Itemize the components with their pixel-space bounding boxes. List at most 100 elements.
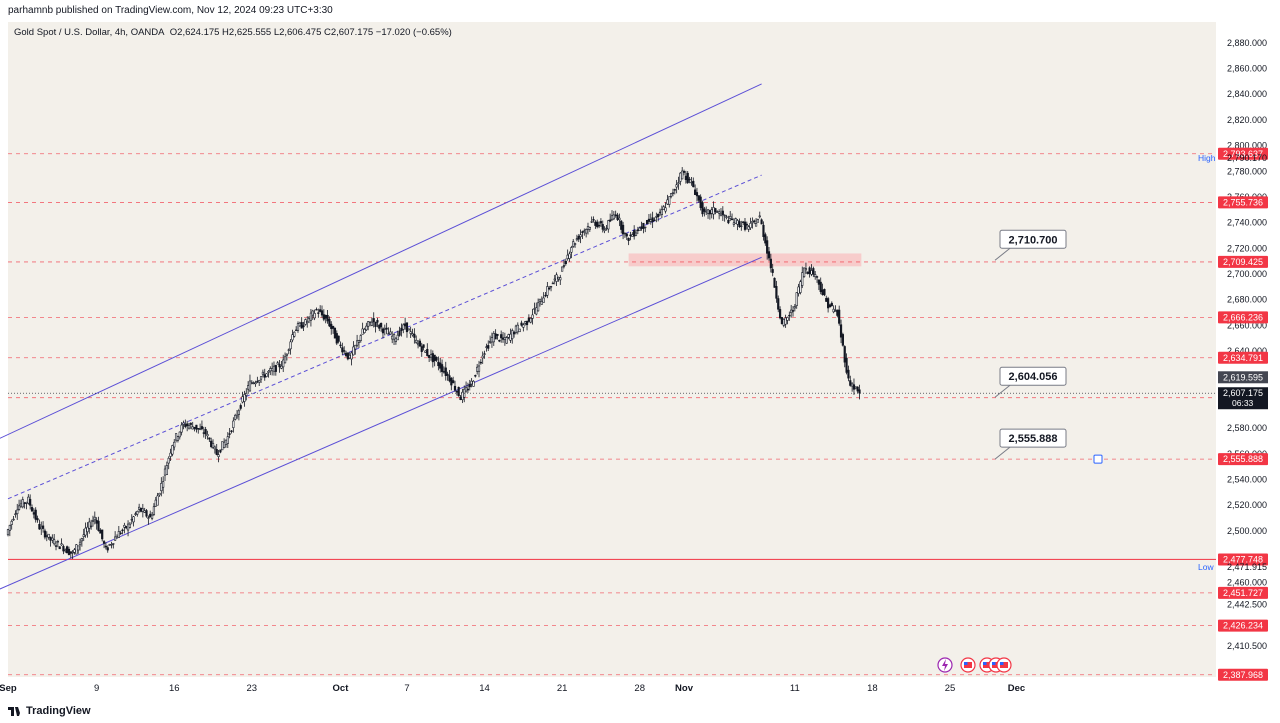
flag-icon-canton xyxy=(992,662,996,665)
candle-body xyxy=(404,323,407,327)
candle-body xyxy=(559,277,562,281)
chart-frame[interactable]: 2,880.000 2,860.000 2,840.000 2,820.000 2,80… xyxy=(0,22,1280,700)
candle-body xyxy=(583,230,586,233)
candle-body xyxy=(729,215,732,219)
candle-body xyxy=(823,289,826,296)
candle-body xyxy=(487,345,490,349)
candle-body xyxy=(402,324,405,330)
candle-body xyxy=(442,371,446,373)
candlestick-chart[interactable]: 2,880.000 2,860.000 2,840.000 2,820.000 2,80… xyxy=(0,22,1280,700)
candle-body xyxy=(817,279,820,285)
low-tag: Low xyxy=(1198,562,1214,572)
candle-body xyxy=(56,541,59,543)
candle-body xyxy=(269,368,272,372)
high-tag: High xyxy=(1198,153,1216,163)
candle-body xyxy=(849,380,852,386)
candle-body xyxy=(821,289,824,295)
candle-body xyxy=(631,234,634,237)
candle-body xyxy=(555,274,558,282)
candle-body xyxy=(690,181,693,184)
candle-body xyxy=(184,424,187,427)
candle-body xyxy=(564,260,567,265)
candle-body xyxy=(568,253,571,259)
candle-body xyxy=(115,536,119,539)
candle-body xyxy=(795,292,798,306)
level-label-bg xyxy=(1218,553,1268,566)
plot-area[interactable] xyxy=(8,22,1216,677)
candle-body xyxy=(747,226,750,230)
callout-label: 2,710.700 xyxy=(1009,234,1058,246)
y-tick-label: 2,500.000 xyxy=(1227,526,1267,536)
candle-body xyxy=(448,375,451,382)
candle-body xyxy=(516,324,519,333)
candle-body xyxy=(429,354,433,358)
candle-body xyxy=(365,325,368,331)
candle-body xyxy=(791,310,795,312)
anchor-handle xyxy=(1093,454,1103,464)
candle-body xyxy=(331,325,335,329)
candle-body xyxy=(230,430,233,432)
candle-body xyxy=(851,383,854,387)
candle-body xyxy=(710,209,713,214)
candle-body xyxy=(91,520,95,522)
y-tick-label: 2,700.000 xyxy=(1227,269,1267,279)
candle-body xyxy=(378,324,381,329)
countdown-label: 06:33 xyxy=(1232,398,1254,408)
candle-body xyxy=(86,526,89,533)
candle-body xyxy=(143,510,146,513)
candle-body xyxy=(511,330,514,339)
candle-body xyxy=(154,499,157,507)
candle-body xyxy=(847,369,850,379)
time-axis[interactable] xyxy=(8,677,1216,700)
candle-body xyxy=(367,321,370,327)
candle-body xyxy=(41,525,45,529)
candle-body xyxy=(306,321,309,324)
tradingview-logo[interactable]: TradingView xyxy=(8,705,91,717)
candle-body xyxy=(215,449,218,455)
candle-body xyxy=(819,281,822,293)
candle-body xyxy=(457,386,460,397)
candle-body xyxy=(119,532,122,535)
lightning-icon[interactable] xyxy=(937,657,953,673)
candle-body xyxy=(658,211,662,214)
candle-body xyxy=(317,312,320,314)
candle-body xyxy=(298,322,301,327)
candle-body xyxy=(734,218,737,224)
candle-body xyxy=(263,374,266,378)
candle-body xyxy=(293,331,296,337)
tradingview-brand: TradingView xyxy=(26,705,91,717)
candle-body xyxy=(66,546,69,554)
candle-body xyxy=(494,333,497,340)
level-label-bg xyxy=(1218,668,1268,681)
candle-body xyxy=(501,337,505,340)
candle-body xyxy=(376,320,379,323)
tradingview-logo-icon xyxy=(8,706,22,716)
candle-body xyxy=(53,539,56,545)
flag-icon-stripes xyxy=(992,662,1000,668)
candle-body xyxy=(418,340,422,347)
candle-body xyxy=(701,202,704,215)
candle-body xyxy=(315,309,318,311)
y-tick-label: 2,780.000 xyxy=(1227,166,1267,176)
candle-body xyxy=(202,432,205,434)
candle-body xyxy=(396,334,399,341)
candle-body xyxy=(518,328,521,333)
y-tick-label: 2,800.000 xyxy=(1227,141,1267,151)
candle-body xyxy=(88,521,91,529)
candle-body xyxy=(77,545,80,551)
candle-body xyxy=(537,302,540,312)
candle-body xyxy=(599,221,603,224)
level-label-bg xyxy=(1218,453,1268,466)
candle-body xyxy=(527,317,530,322)
candle-body xyxy=(485,346,488,348)
candle-body xyxy=(95,519,98,524)
candle-body xyxy=(756,219,760,223)
candle-body xyxy=(507,334,510,338)
us-flag-event-icon[interactable] xyxy=(996,657,1012,673)
candle-body xyxy=(732,222,736,225)
candle-body xyxy=(522,324,525,328)
candle-body xyxy=(363,329,366,333)
lightning-icon-bolt xyxy=(942,659,948,671)
candle-body xyxy=(106,547,109,551)
us-flag-event-icon[interactable] xyxy=(960,657,976,673)
